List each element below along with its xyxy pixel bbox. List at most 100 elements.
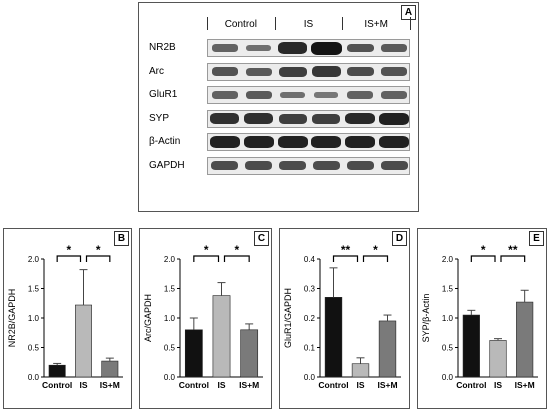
y-tick-label: 2.0 bbox=[164, 255, 176, 264]
blot-band bbox=[278, 113, 307, 124]
blot-row-label: GAPDH bbox=[149, 159, 185, 171]
blot-group-label: IS+M bbox=[364, 19, 388, 30]
blot-strip bbox=[207, 156, 410, 175]
blot-row-label: NR2B bbox=[149, 42, 176, 53]
bracket-line bbox=[56, 255, 82, 262]
bracket-line bbox=[332, 255, 359, 262]
blot-group-label: IS bbox=[303, 19, 314, 30]
blot-strip bbox=[207, 62, 410, 81]
y-axis-label: NR2B/GAPDH bbox=[7, 289, 17, 348]
bar-1 bbox=[184, 329, 203, 378]
bar-3 bbox=[240, 329, 259, 378]
x-tick-label: Control bbox=[318, 380, 348, 390]
bar-2 bbox=[75, 304, 92, 378]
blot-band bbox=[312, 161, 340, 170]
blot-band bbox=[211, 161, 239, 170]
significance-label: * bbox=[96, 243, 101, 257]
blot-band bbox=[380, 67, 408, 76]
bracket-line bbox=[500, 255, 526, 262]
blot-band bbox=[311, 136, 342, 148]
blot-band bbox=[347, 91, 373, 99]
significance-bracket: ** bbox=[332, 243, 359, 262]
blot-group-divider bbox=[274, 17, 276, 30]
y-tick-label: 1.5 bbox=[442, 285, 454, 294]
y-axis-label: GluR1/GAPDH bbox=[283, 288, 293, 348]
x-tick-label: IS+M bbox=[239, 380, 259, 390]
significance-bracket: * bbox=[362, 243, 389, 262]
chart-syp: SYP/β-Actin 0.0 0.5 1.0 1.5 2.0 Control IS IS+M *… bbox=[421, 243, 538, 390]
blot-band bbox=[212, 44, 238, 52]
panel-letter-d: D bbox=[392, 231, 407, 246]
blot-band bbox=[312, 113, 341, 124]
y-tick-label: 0.4 bbox=[304, 255, 316, 264]
x-tick-label: IS bbox=[494, 380, 502, 390]
blot-strip bbox=[207, 86, 410, 104]
y-tick-label: 0.0 bbox=[28, 373, 40, 382]
panel-letter-c: C bbox=[254, 231, 269, 246]
bar-2 bbox=[351, 363, 370, 378]
blot-band bbox=[379, 136, 409, 148]
blot-band bbox=[379, 112, 409, 125]
panel-letter-b: B bbox=[114, 231, 129, 246]
blot-band bbox=[246, 44, 271, 52]
bar-1 bbox=[462, 314, 480, 378]
significance-label: ** bbox=[341, 243, 351, 257]
blot-group-divider bbox=[207, 17, 208, 30]
bracket-line bbox=[470, 255, 496, 262]
blot-strip bbox=[207, 133, 410, 151]
blot-band bbox=[381, 44, 408, 52]
blot-band bbox=[314, 92, 339, 98]
y-tick-label: 0.0 bbox=[304, 373, 316, 382]
blot-strip bbox=[207, 39, 410, 57]
chart-panel-d: D GluR1/GAPDH 0.0 0.1 0.2 0.3 0.4 Control IS IS+… bbox=[279, 228, 410, 409]
y-tick-label: 0.5 bbox=[442, 344, 454, 353]
panel-letter-e: E bbox=[529, 231, 544, 246]
bar-1 bbox=[48, 364, 66, 378]
significance-label: * bbox=[373, 243, 378, 257]
blot-band bbox=[277, 42, 308, 54]
blot-band bbox=[346, 43, 374, 53]
blot-band bbox=[244, 113, 274, 124]
significance-bracket: * bbox=[85, 243, 111, 262]
chart-nr2b: NR2B/GAPDH 0.0 0.5 1.0 1.5 2.0 Control IS IS+M * * bbox=[7, 243, 123, 390]
x-tick-label: Control bbox=[42, 380, 72, 390]
x-tick-label: Control bbox=[179, 380, 209, 390]
significance-bracket: * bbox=[56, 243, 82, 262]
bar-3 bbox=[516, 301, 534, 378]
y-tick-label: 0.1 bbox=[304, 344, 316, 353]
y-axis-label: Arc/GAPDH bbox=[143, 294, 153, 342]
blot-band bbox=[245, 161, 273, 170]
chart-panel-c: C Arc/GAPDH 0.0 0.5 1.0 1.5 2.0 Control IS IS+M *… bbox=[139, 228, 272, 409]
panel-letter-a: A bbox=[401, 5, 416, 20]
significance-bracket: * bbox=[193, 243, 220, 262]
x-tick-label: Control bbox=[456, 380, 486, 390]
blot-band bbox=[245, 91, 272, 99]
bar-1 bbox=[324, 297, 343, 378]
blot-panel: A Control IS IS+M NR2B Arc GluR1 SYP β-Actin GAP… bbox=[138, 2, 419, 212]
blot-group-label: Control bbox=[224, 19, 257, 30]
y-tick-label: 0.0 bbox=[442, 373, 454, 382]
blot-group-divider bbox=[410, 17, 411, 30]
y-tick-label: 1.5 bbox=[28, 285, 40, 294]
blot-band bbox=[312, 66, 341, 77]
significance-label: * bbox=[481, 243, 486, 257]
blot-band bbox=[211, 67, 239, 76]
y-tick-label: 1.0 bbox=[164, 314, 176, 323]
blot-strip bbox=[207, 109, 410, 128]
bracket-line bbox=[362, 255, 389, 262]
x-tick-label: IS+M bbox=[515, 380, 535, 390]
x-tick-label: IS bbox=[79, 380, 87, 390]
bracket-line bbox=[85, 255, 111, 262]
blot-band bbox=[243, 136, 274, 148]
y-tick-label: 1.5 bbox=[164, 285, 176, 294]
bar-2 bbox=[489, 340, 507, 378]
blot-band bbox=[278, 66, 307, 77]
y-tick-label: 0.5 bbox=[28, 344, 40, 353]
blot-band bbox=[209, 136, 240, 148]
significance-label: * bbox=[204, 243, 209, 257]
x-tick-label: IS+M bbox=[100, 380, 120, 390]
blot-band bbox=[310, 41, 342, 55]
blot-band bbox=[279, 161, 307, 170]
bracket-line bbox=[223, 255, 250, 262]
blot-row-label: GluR1 bbox=[149, 89, 178, 100]
